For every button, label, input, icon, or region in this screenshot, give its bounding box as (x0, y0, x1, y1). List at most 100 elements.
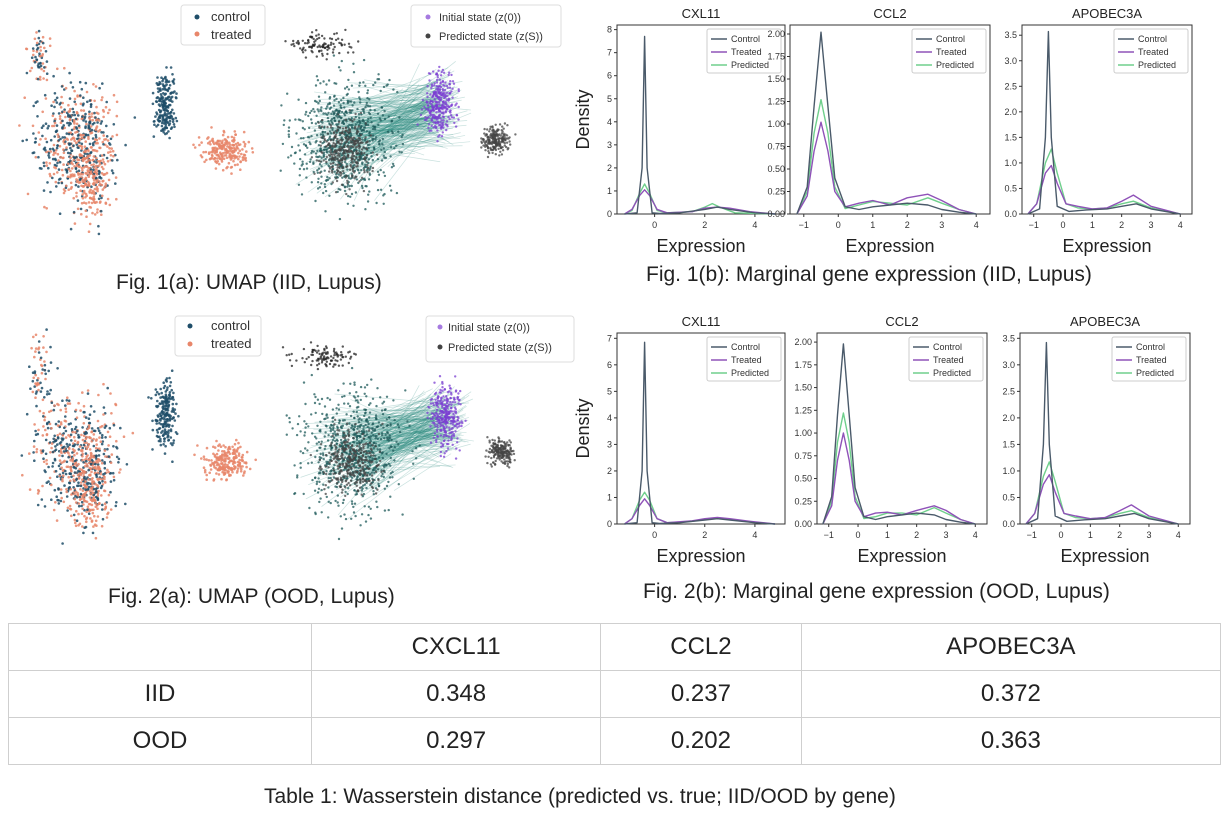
umap-point (379, 119, 382, 122)
umap-point (366, 120, 369, 123)
umap-point (329, 126, 333, 129)
umap-point (309, 158, 312, 161)
umap-point (64, 115, 67, 119)
umap-point (81, 193, 84, 196)
umap-point (102, 160, 105, 164)
umap-point (42, 77, 45, 80)
umap-point (83, 115, 87, 119)
umap-point (326, 113, 329, 116)
umap-point (68, 97, 72, 100)
umap-point (92, 174, 96, 178)
umap-point (173, 125, 176, 129)
umap-point (327, 154, 331, 157)
umap-point (370, 155, 373, 158)
umap-point (319, 133, 323, 136)
umap-point (309, 142, 312, 146)
umap-point (160, 76, 163, 79)
umap-point (88, 161, 92, 164)
umap-point (323, 169, 326, 172)
umap-point (317, 167, 321, 170)
umap-point (64, 168, 68, 171)
umap-point (362, 58, 366, 62)
trajectory-edge (341, 136, 438, 175)
umap-point (342, 132, 346, 135)
umap-point (84, 81, 88, 85)
umap-point (159, 93, 163, 96)
umap-point (33, 37, 37, 41)
umap-point (98, 180, 101, 183)
umap-point (36, 115, 39, 118)
umap-point (101, 158, 105, 161)
umap-point (305, 167, 309, 170)
umap-point (212, 142, 216, 146)
umap-point (200, 141, 203, 144)
trajectory-edge (299, 89, 457, 143)
umap-point (111, 149, 115, 153)
umap-point (73, 97, 77, 101)
umap-point (41, 41, 45, 45)
umap-point (88, 184, 91, 187)
umap-point (372, 83, 375, 87)
umap-point (91, 122, 95, 126)
umap-point (65, 184, 68, 188)
umap-point (357, 113, 361, 116)
umap-point (175, 96, 178, 100)
umap-point (161, 79, 164, 83)
umap-point (88, 116, 91, 120)
trajectory-edge (326, 111, 438, 130)
umap-point (84, 126, 87, 130)
umap-point (392, 164, 395, 168)
umap-point (94, 133, 98, 137)
umap-point (224, 141, 227, 144)
umap-point (218, 157, 222, 160)
umap-point (61, 136, 64, 139)
umap-point (92, 168, 95, 171)
umap-point (57, 112, 61, 115)
umap-point (98, 160, 101, 163)
umap-point (221, 133, 225, 137)
umap-point (32, 132, 35, 135)
umap-point (84, 133, 88, 136)
umap-point (230, 165, 234, 169)
umap-point (169, 66, 173, 69)
umap-point (63, 88, 66, 91)
umap-point (78, 141, 81, 144)
umap-point (84, 120, 88, 123)
umap-point (353, 163, 356, 167)
umap-point (214, 167, 218, 170)
umap-point (382, 202, 385, 205)
umap-point (350, 192, 354, 196)
umap-point (153, 123, 156, 126)
umap-point (95, 156, 98, 160)
umap-point (30, 66, 34, 70)
umap-point (373, 148, 376, 151)
umap-point (94, 85, 98, 88)
umap-point (34, 140, 37, 144)
umap-point (167, 86, 171, 90)
umap-point (95, 161, 98, 164)
umap-point (300, 164, 303, 167)
umap-point (62, 191, 66, 195)
umap-point (281, 142, 285, 146)
umap-point (350, 84, 354, 87)
umap-point (92, 148, 96, 152)
umap-point (325, 148, 329, 151)
umap-point (338, 126, 342, 129)
trajectory-edge (345, 134, 461, 139)
umap-point (364, 163, 367, 167)
umap-point (211, 148, 215, 152)
umap-point (93, 187, 97, 191)
umap-point (31, 151, 35, 155)
umap-point (351, 123, 354, 127)
umap-point (357, 90, 360, 94)
umap-point (42, 69, 46, 73)
umap-point (377, 73, 380, 76)
umap-point (293, 162, 296, 165)
trajectory-edge (323, 109, 428, 123)
trajectory-edge (374, 105, 448, 201)
umap-point (234, 142, 238, 146)
umap-point (316, 79, 320, 82)
umap-point (45, 140, 49, 144)
umap-point (56, 161, 59, 165)
umap-point (37, 65, 40, 69)
